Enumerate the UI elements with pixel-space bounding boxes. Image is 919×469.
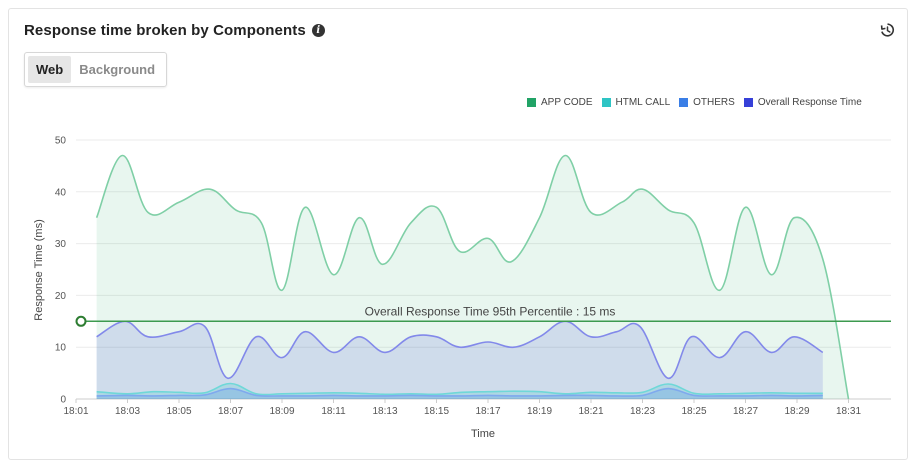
y-tick-label: 40: [55, 187, 67, 198]
x-tick-label: 18:01: [63, 406, 88, 417]
x-tick-label: 18:11: [321, 406, 346, 417]
x-tick-label: 18:31: [836, 406, 861, 417]
series-line-app-code: [95, 154, 850, 400]
legend-swatch: [679, 98, 689, 107]
x-tick-label: 18:05: [166, 406, 191, 417]
legend-label: APP CODE: [541, 97, 593, 108]
x-tick-label: 18:29: [784, 406, 809, 417]
legend-label: Overall Response Time: [757, 97, 862, 108]
x-axis-title: Time: [471, 428, 495, 440]
x-tick-label: 18:13: [372, 406, 397, 417]
x-tick-label: 18:15: [424, 406, 449, 417]
percentile-label: Overall Response Time 95th Percentile : …: [365, 304, 616, 318]
legend-item-others[interactable]: OTHERS: [679, 97, 735, 108]
series-area-app-code: [96, 155, 849, 399]
series-line-overall-response-time: [96, 320, 824, 380]
percentile-marker: [75, 315, 87, 327]
y-axis-title: Response Time (ms): [33, 219, 45, 320]
y-tick-label: 10: [55, 343, 67, 354]
series-line-html-call: [96, 382, 823, 396]
x-tick-label: 18:25: [681, 406, 706, 417]
x-tick-label: 18:21: [578, 406, 603, 417]
x-tick-label: 18:23: [630, 406, 655, 417]
chart-legend: APP CODE HTML CALL OTHERS Overall Respon…: [527, 97, 871, 108]
x-tick-label: 18:09: [269, 406, 294, 417]
card-title: Response time broken by Components: [24, 22, 306, 39]
y-tick-label: 0: [60, 395, 66, 406]
legend-swatch: [601, 98, 611, 107]
legend-swatch: [743, 98, 753, 107]
history-icon[interactable]: [879, 22, 895, 38]
legend-label: HTML CALL: [615, 97, 671, 108]
x-tick-label: 18:19: [527, 406, 552, 417]
x-tick-label: 18:03: [115, 406, 140, 417]
y-tick-label: 30: [55, 239, 67, 250]
legend-item-html-call[interactable]: HTML CALL: [601, 97, 671, 108]
x-tick-label: 18:17: [475, 406, 500, 417]
y-tick-label: 50: [55, 136, 67, 147]
series-line-others: [96, 387, 823, 397]
legend-item-app-code[interactable]: APP CODE: [527, 97, 593, 108]
card-header: Response time broken by Components i: [24, 22, 325, 39]
x-tick-label: 18:27: [733, 406, 758, 417]
legend-item-overall-response-time[interactable]: Overall Response Time: [743, 97, 862, 108]
tab-background[interactable]: Background: [79, 62, 156, 77]
y-tick-label: 20: [55, 291, 67, 302]
tab-web[interactable]: Web: [28, 56, 72, 83]
series-area-overall-response-time: [96, 321, 823, 399]
x-tick-label: 18:07: [218, 406, 243, 417]
legend-swatch: [527, 98, 536, 107]
info-icon[interactable]: i: [311, 24, 325, 37]
web-background-tabs: Web Background: [24, 52, 168, 87]
legend-label: OTHERS: [693, 97, 735, 108]
